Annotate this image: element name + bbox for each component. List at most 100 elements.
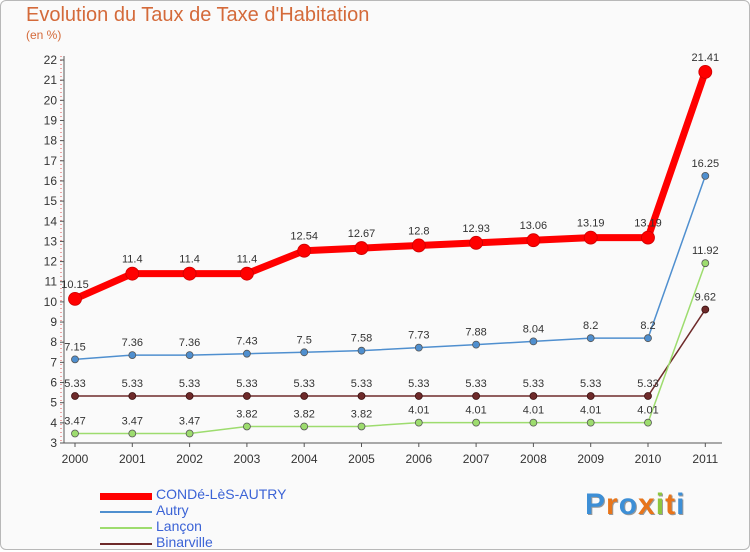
data-label: 3.47 bbox=[64, 416, 85, 428]
data-point bbox=[354, 241, 369, 255]
data-label: 10.15 bbox=[61, 279, 89, 291]
x-tick-label: 2006 bbox=[405, 452, 432, 466]
y-tick-label: 10 bbox=[44, 295, 58, 309]
data-point bbox=[300, 348, 309, 357]
data-label: 12.8 bbox=[408, 225, 429, 237]
data-point bbox=[239, 266, 254, 281]
data-label: 8.2 bbox=[640, 320, 655, 332]
data-point bbox=[644, 392, 652, 400]
data-point bbox=[242, 392, 251, 400]
data-point bbox=[185, 392, 194, 400]
data-point bbox=[469, 235, 484, 250]
data-label: 3.82 bbox=[293, 408, 314, 420]
data-point bbox=[701, 172, 710, 180]
series-line bbox=[74, 262, 707, 435]
x-tick-label: 2003 bbox=[234, 452, 261, 466]
series-1-group bbox=[71, 172, 710, 364]
y-tick-label: 8 bbox=[50, 335, 57, 349]
legend-swatch-autry bbox=[100, 511, 152, 513]
legend-swatch-lancon bbox=[100, 527, 152, 529]
data-label: 12.67 bbox=[348, 228, 376, 240]
data-label: 12.54 bbox=[290, 231, 318, 243]
data-point bbox=[698, 64, 713, 79]
data-label: 5.33 bbox=[408, 378, 429, 390]
data-point bbox=[128, 351, 137, 360]
data-label: 16.25 bbox=[692, 158, 720, 170]
data-label: 5.33 bbox=[580, 378, 601, 390]
data-point bbox=[472, 418, 481, 427]
data-point bbox=[583, 230, 598, 245]
data-label: 12.93 bbox=[462, 223, 490, 235]
y-tick-label: 7 bbox=[50, 355, 57, 369]
data-label: 5.33 bbox=[64, 378, 85, 390]
data-label: 5.33 bbox=[523, 378, 544, 390]
data-label: 7.5 bbox=[297, 334, 312, 346]
y-tick-label: 16 bbox=[44, 174, 58, 188]
data-point bbox=[529, 418, 538, 427]
data-label: 11.4 bbox=[122, 254, 143, 266]
data-point bbox=[128, 429, 137, 438]
data-label: 7.36 bbox=[179, 337, 200, 349]
chart-title: Evolution du Taux de Taxe d'Habitation bbox=[26, 4, 370, 26]
data-point bbox=[128, 392, 137, 400]
logo-letter: i bbox=[676, 488, 686, 521]
data-label: 4.01 bbox=[580, 405, 601, 417]
data-point bbox=[300, 392, 309, 400]
data-point bbox=[242, 422, 251, 431]
y-tick-label: 11 bbox=[45, 275, 58, 289]
data-point bbox=[472, 340, 481, 349]
data-label: 3.82 bbox=[236, 408, 257, 420]
data-label: 13.19 bbox=[634, 218, 662, 230]
logo-letter: t bbox=[665, 488, 677, 521]
series-line bbox=[74, 175, 707, 361]
data-point bbox=[357, 392, 366, 400]
data-point bbox=[586, 334, 595, 343]
data-label: 4.01 bbox=[637, 405, 658, 417]
data-point bbox=[644, 334, 652, 343]
data-point bbox=[414, 418, 423, 427]
data-point bbox=[71, 429, 79, 438]
x-tick-label: 2009 bbox=[577, 452, 604, 466]
y-tick-label: 14 bbox=[44, 214, 58, 228]
data-label: 7.58 bbox=[351, 333, 372, 345]
data-label: 5.33 bbox=[293, 378, 314, 390]
data-label: 13.06 bbox=[520, 220, 548, 232]
data-label: 4.01 bbox=[408, 405, 429, 417]
x-tick-label: 2000 bbox=[62, 452, 89, 466]
data-label: 11.92 bbox=[692, 245, 719, 257]
data-point bbox=[242, 349, 251, 358]
y-tick-label: 12 bbox=[44, 255, 58, 269]
series-line bbox=[74, 308, 707, 397]
data-label: 4.01 bbox=[465, 405, 486, 417]
logo-letter: x bbox=[638, 488, 656, 521]
y-tick-label: 22 bbox=[44, 53, 58, 67]
x-tick-label: 2010 bbox=[635, 452, 662, 466]
data-point bbox=[701, 305, 710, 314]
y-tick-label: 17 bbox=[44, 154, 58, 168]
data-label: 3.47 bbox=[179, 416, 200, 428]
x-tick-label: 2004 bbox=[291, 452, 318, 466]
data-point bbox=[644, 418, 652, 427]
data-point bbox=[701, 259, 710, 268]
legend-label-lancon: Lançon bbox=[156, 518, 202, 534]
data-label: 7.36 bbox=[122, 337, 143, 349]
data-point bbox=[586, 392, 595, 400]
data-label: 21.41 bbox=[692, 52, 720, 64]
data-label: 7.15 bbox=[64, 341, 85, 353]
series-3-group bbox=[71, 305, 710, 400]
legend-swatch-binarville bbox=[100, 543, 152, 545]
data-label: 9.62 bbox=[695, 292, 716, 304]
x-tick-label: 2005 bbox=[348, 452, 375, 466]
y-tick-label: 6 bbox=[50, 376, 57, 390]
y-tick-label: 13 bbox=[44, 234, 58, 248]
y-tick-label: 9 bbox=[50, 315, 57, 329]
data-point bbox=[529, 337, 538, 346]
y-tick-label: 20 bbox=[44, 93, 58, 107]
data-label: 4.01 bbox=[523, 405, 544, 417]
series-0-group bbox=[68, 64, 713, 306]
logo-letter: r bbox=[606, 488, 619, 521]
data-label: 5.33 bbox=[179, 378, 200, 390]
data-point bbox=[300, 422, 309, 431]
y-tick-label: 4 bbox=[50, 416, 57, 430]
data-label: 7.43 bbox=[236, 336, 257, 348]
